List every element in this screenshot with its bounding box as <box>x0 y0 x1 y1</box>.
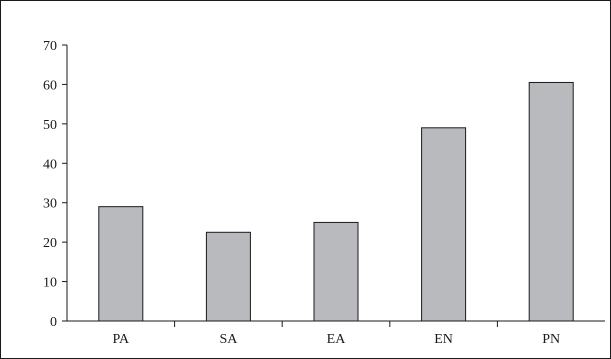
axes <box>62 44 605 327</box>
y-tick-label: 10 <box>43 276 57 291</box>
x-tick-label: PA <box>112 332 130 347</box>
y-tick-label: 50 <box>43 118 57 133</box>
y-tick-label: 30 <box>43 197 57 212</box>
x-tick-label: SA <box>219 332 238 347</box>
bar-en <box>421 127 467 322</box>
y-tick-label: 20 <box>43 236 57 251</box>
y-tick-label: 0 <box>50 315 57 330</box>
y-tick-label: 40 <box>43 157 57 172</box>
bar-pa <box>98 206 144 322</box>
x-tick-label: EA <box>327 332 347 347</box>
x-tick-label: PN <box>542 332 560 347</box>
bar-ea <box>313 221 359 322</box>
bars <box>98 81 574 322</box>
y-tick-label: 70 <box>43 39 57 54</box>
x-tick-label: EN <box>434 332 453 347</box>
labels: 0 10 20 30 40 50 60 70 PA SA EA EN PN <box>43 39 560 347</box>
bar-sa <box>205 231 251 322</box>
bar-pn <box>528 81 574 322</box>
y-tick-label: 60 <box>43 78 57 93</box>
